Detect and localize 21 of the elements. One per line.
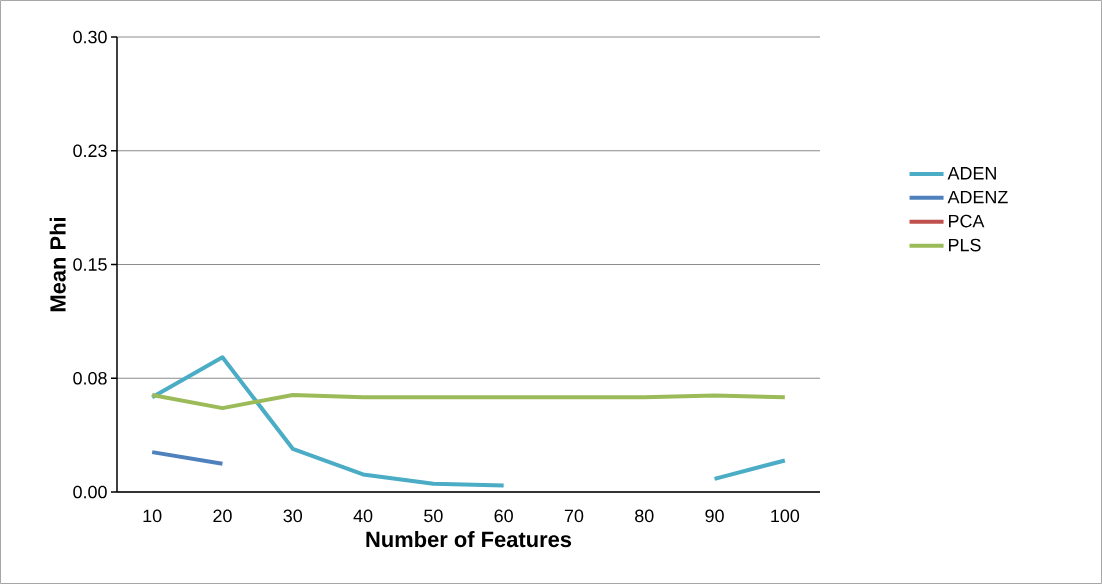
- y-tick-label: 0.30: [73, 30, 107, 44]
- x-tick-label: 20: [213, 509, 232, 523]
- x-axis-title: Number of Features: [366, 531, 572, 548]
- legend-label: PLS: [949, 238, 981, 252]
- x-tick-label: 30: [283, 509, 303, 523]
- y-axis-title: Mean Phi: [49, 217, 66, 312]
- legend-label: ADEN: [947, 167, 996, 180]
- x-tick-label: 70: [564, 509, 584, 523]
- legend-label: PCA: [949, 214, 985, 228]
- x-tick-label: 100: [771, 509, 800, 523]
- y-tick-label: 0.23: [73, 144, 107, 158]
- x-tick-label: 50: [424, 509, 443, 523]
- x-tick-label: 90: [705, 509, 724, 523]
- x-tick-label: 80: [635, 509, 654, 523]
- y-tick-label: 0.15: [73, 258, 107, 271]
- legend-label: ADENZ: [947, 190, 1008, 204]
- x-tick-label: 10: [143, 509, 162, 523]
- x-tick-label: 60: [494, 509, 513, 523]
- y-tick-label: 0.08: [73, 371, 107, 385]
- y-tick-label: 0.00: [73, 485, 107, 499]
- x-tick-label: 40: [353, 509, 373, 523]
